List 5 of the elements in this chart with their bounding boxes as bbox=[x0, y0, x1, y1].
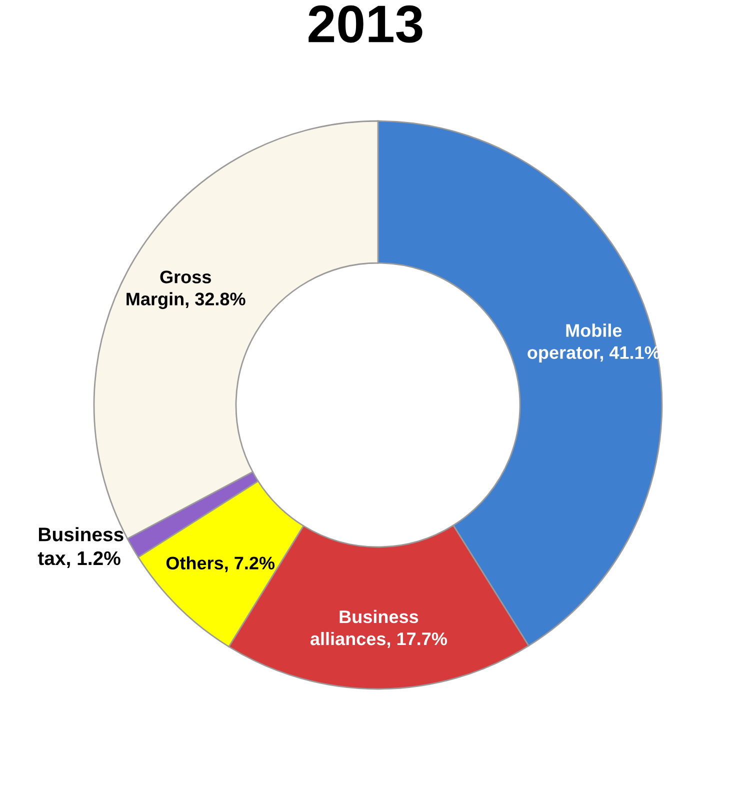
slice-label: Others, 7.2% bbox=[166, 556, 275, 572]
slice-label: Business alliances, 17.7% bbox=[310, 610, 447, 648]
chart-title: 2013 bbox=[308, 5, 422, 43]
slice-label: Gross Margin, 32.8% bbox=[126, 270, 246, 310]
slice-label: Business tax, 1.2% bbox=[38, 527, 124, 568]
